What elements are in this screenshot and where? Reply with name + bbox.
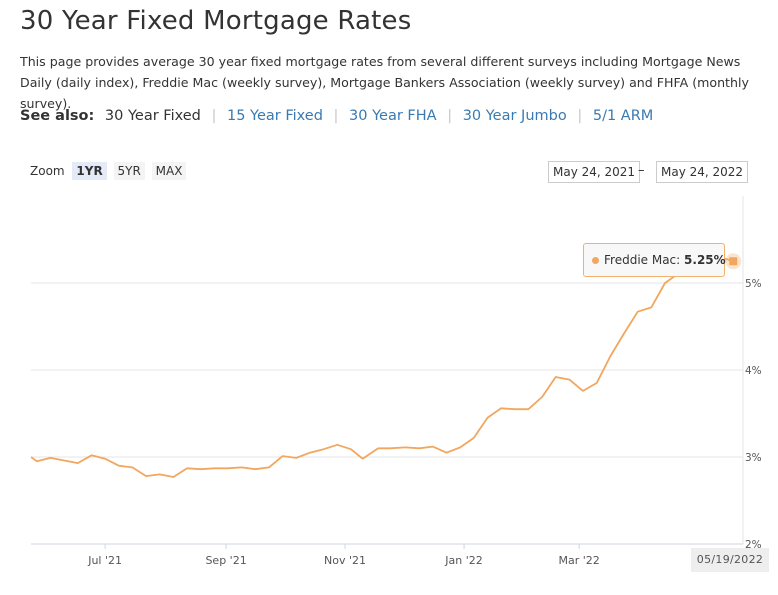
data-point (171, 475, 175, 479)
data-point (144, 474, 148, 478)
data-point (29, 455, 33, 459)
x-tick-label: Nov '21 (324, 554, 366, 567)
range-dash: – (638, 163, 645, 178)
data-point (729, 257, 738, 266)
data-point (526, 407, 530, 411)
data-point (595, 381, 599, 385)
data-point (608, 354, 612, 358)
see-also-separator: | (447, 108, 453, 124)
range-from-input[interactable]: May 24, 2021 (548, 161, 641, 183)
data-point (199, 467, 203, 471)
zoom-controls: Zoom 1YR 5YR MAX (30, 162, 189, 180)
series-dot-icon (592, 257, 599, 264)
data-point (281, 454, 285, 458)
zoom-1yr-button[interactable]: 1YR (72, 162, 107, 180)
data-point (267, 465, 271, 469)
x-tick-label: Sep '21 (205, 554, 246, 567)
see-also-separator: | (577, 108, 583, 124)
data-point (554, 375, 558, 379)
data-point (103, 457, 107, 461)
data-point (185, 466, 189, 470)
x-tick-label: Mar '22 (559, 554, 600, 567)
data-point (308, 451, 312, 455)
data-point (76, 461, 80, 465)
y-tick-label: 4% (745, 365, 762, 377)
y-tick-label: 5% (745, 278, 762, 290)
data-point (253, 467, 257, 471)
data-point (226, 466, 230, 470)
data-point (361, 457, 365, 461)
series-line-freddie-mac (30, 255, 734, 478)
rate-chart[interactable]: 2%3%4%5%Jul '21 Sep '21 Nov '21 Jan '22 Mar … (0, 190, 778, 580)
data-point (89, 453, 93, 457)
data-point (49, 456, 53, 460)
y-tick-label: 3% (745, 452, 762, 464)
x-tick-label: Jul '21 (87, 554, 122, 567)
page-title: 30 Year Fixed Mortgage Rates (20, 6, 412, 36)
zoom-label: Zoom (30, 164, 65, 178)
range-to-input[interactable]: May 24, 2022 (656, 161, 749, 183)
data-point (376, 446, 380, 450)
data-point (485, 416, 489, 420)
see-also-current: 30 Year Fixed (104, 108, 201, 124)
see-also-separator: | (333, 108, 339, 124)
data-point (294, 456, 298, 460)
data-point (417, 446, 421, 450)
hover-date-label: 05/19/2022 (691, 548, 769, 572)
data-point (472, 436, 476, 440)
zoom-max-button[interactable]: MAX (151, 162, 187, 180)
data-point (581, 389, 585, 393)
chart-tooltip: Freddie Mac: 5.25% (583, 243, 726, 277)
link-15-year-fixed[interactable]: 15 Year Fixed (226, 108, 323, 124)
tooltip-value: 5.25% (684, 253, 726, 267)
data-point (513, 407, 517, 411)
data-point (540, 395, 544, 399)
data-point (567, 378, 571, 382)
data-point (240, 465, 244, 469)
link-30-year-fha[interactable]: 30 Year FHA (349, 108, 437, 124)
see-also-label: See also: (20, 108, 95, 124)
data-point (130, 465, 134, 469)
zoom-5yr-button[interactable]: 5YR (113, 162, 145, 180)
page-intro: This page provides average 30 year fixed… (20, 54, 749, 111)
see-also-nav: See also: 30 Year Fixed | 15 Year Fixed … (20, 108, 653, 124)
data-point (335, 443, 339, 447)
data-point (158, 472, 162, 476)
data-point (117, 464, 121, 468)
data-point (349, 447, 353, 451)
data-point (322, 447, 326, 451)
link-30-year-jumbo[interactable]: 30 Year Jumbo (462, 108, 567, 124)
x-tick-label: Jan '22 (444, 554, 482, 567)
data-point (458, 445, 462, 449)
data-point (636, 310, 640, 314)
data-point (444, 451, 448, 455)
data-point (388, 446, 392, 450)
tooltip-series: Freddie Mac: (604, 253, 681, 267)
data-point (62, 458, 66, 462)
data-point (622, 331, 626, 335)
see-also-separator: | (211, 108, 217, 124)
data-point (649, 305, 653, 309)
data-point (663, 281, 667, 285)
data-point (35, 459, 39, 463)
data-point (499, 406, 503, 410)
data-point (431, 445, 435, 449)
link-5-1-arm[interactable]: 5/1 ARM (592, 108, 654, 124)
data-point (404, 445, 408, 449)
data-point (212, 466, 216, 470)
